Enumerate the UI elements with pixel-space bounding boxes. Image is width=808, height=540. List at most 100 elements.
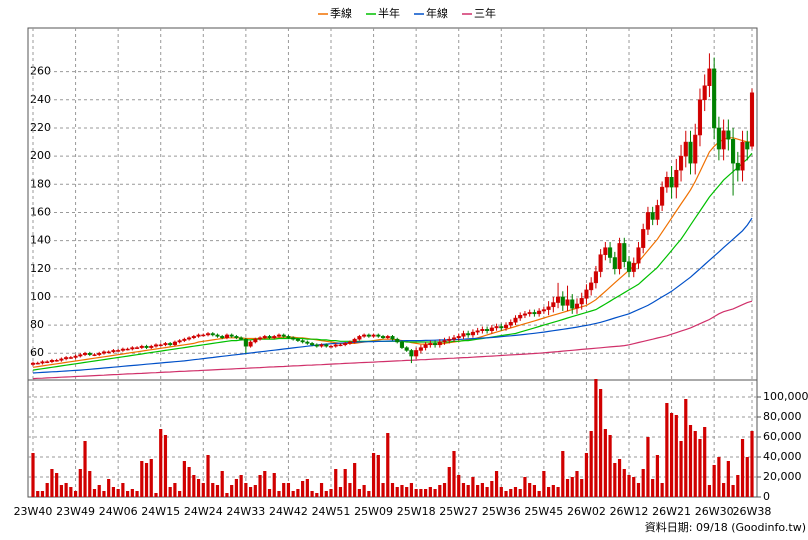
x-tick-label: 23W49 — [56, 505, 95, 518]
candle-body — [716, 127, 721, 150]
candle-body — [721, 130, 726, 150]
volume-bar — [55, 473, 59, 497]
candle-body — [546, 306, 551, 310]
candle-body — [149, 345, 154, 348]
candle-body — [461, 333, 466, 337]
candle-body — [560, 296, 565, 306]
volume-bar — [187, 467, 191, 497]
volume-bar — [239, 475, 243, 497]
volume-bar — [315, 493, 319, 497]
candle-body — [144, 345, 149, 348]
candle-body — [712, 68, 717, 129]
candle-body — [385, 336, 390, 339]
volume-bar — [267, 489, 272, 497]
volume-bar — [641, 469, 645, 497]
candle-body — [522, 313, 527, 316]
candle-body — [187, 337, 192, 340]
candle-body — [740, 141, 745, 171]
volume-bar — [192, 475, 196, 497]
y-tick-label: 120 — [30, 262, 51, 275]
legend-label: 季線 — [330, 6, 352, 20]
candle-body — [693, 134, 698, 164]
volume-bar — [528, 483, 532, 497]
volume-bar — [419, 489, 423, 497]
y2-tick-label: 80,000 — [763, 410, 802, 423]
volume-bar — [116, 489, 120, 497]
volume-bar — [679, 441, 683, 497]
candle-body — [414, 350, 419, 357]
y-tick-label: 100 — [30, 290, 51, 303]
y-tick-label: 80 — [30, 318, 44, 331]
volume-bar — [78, 469, 82, 497]
volume-bar — [518, 489, 522, 497]
candle-body — [196, 334, 201, 337]
candle-body — [64, 357, 69, 360]
volume-bar — [338, 487, 343, 497]
candle-body — [177, 340, 182, 343]
candle-body — [636, 247, 641, 264]
candle-body — [262, 336, 267, 339]
volume-bar — [64, 483, 68, 497]
candle-body — [352, 338, 357, 343]
candle-body — [97, 352, 102, 355]
volume-bar — [357, 489, 361, 497]
volume-bar — [234, 479, 239, 497]
x-tick-label: 25W36 — [482, 505, 521, 518]
candle-body — [224, 334, 229, 339]
candle-body — [87, 352, 92, 355]
candle-body — [111, 350, 116, 353]
volume-bar — [244, 483, 248, 497]
x-tick-label: 26W02 — [567, 505, 606, 518]
y2-tick-label: 40,000 — [763, 450, 802, 463]
candle-body — [433, 343, 438, 346]
candle-body — [78, 354, 83, 357]
volume-bar — [580, 479, 584, 497]
volume-bar — [248, 487, 253, 497]
volume-bar — [88, 471, 92, 497]
volume-bar — [343, 469, 347, 497]
volume-bar — [149, 459, 153, 497]
volume-bar — [135, 491, 139, 497]
candle-body — [73, 355, 78, 358]
x-tick-label: 25W27 — [439, 505, 478, 518]
volume-bar — [674, 415, 678, 497]
candle-body — [272, 336, 277, 339]
candle-body — [513, 317, 518, 323]
x-tick-label: 26W30 — [695, 505, 734, 518]
candle-body — [556, 296, 561, 303]
candle-body — [310, 343, 315, 346]
candle-body — [258, 337, 263, 340]
x-tick-label: 24W06 — [99, 505, 138, 518]
x-tick-label: 24W15 — [141, 505, 180, 518]
x-tick-label: 23W40 — [14, 505, 53, 518]
volume-bar — [121, 483, 125, 497]
candle-body — [45, 361, 50, 363]
volume-bar — [513, 487, 518, 497]
volume-bar — [319, 483, 324, 497]
volume-bar — [499, 487, 503, 497]
volume-bar — [731, 485, 735, 497]
volume-bar — [305, 479, 309, 497]
x-tick-label: 24W24 — [184, 505, 223, 518]
candle-body — [130, 347, 135, 350]
volume-bar — [263, 471, 267, 497]
candle-body — [234, 336, 239, 339]
volume-bar — [73, 491, 78, 497]
volume-bar — [646, 437, 650, 497]
candle-body — [319, 344, 324, 347]
candle-body — [82, 352, 88, 355]
volume-bar — [225, 493, 229, 497]
volume-bar — [258, 475, 262, 497]
volume-bar — [367, 491, 371, 497]
candle-body — [404, 347, 409, 351]
candle-body — [508, 322, 513, 326]
candle-body — [589, 282, 594, 291]
y2-tick-label: 100,000 — [763, 390, 808, 403]
volume-bar — [447, 467, 451, 497]
volume-bar — [698, 439, 702, 497]
volume-bar — [565, 479, 570, 497]
candle-body — [40, 361, 45, 364]
volume-bar — [684, 399, 688, 497]
legend: 季線 半年 年線 三年 — [318, 6, 496, 20]
